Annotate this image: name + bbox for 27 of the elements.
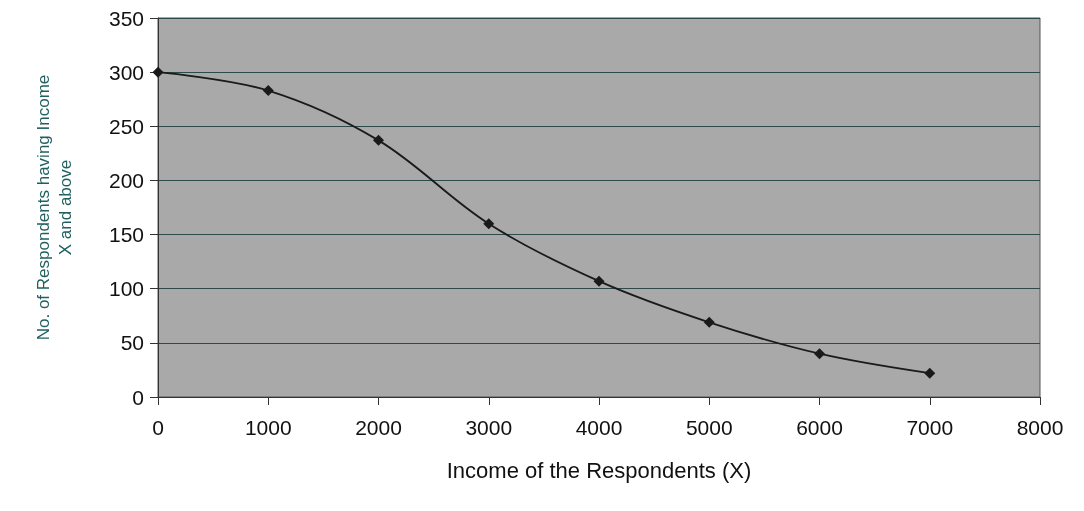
x-tick-label: 3000 <box>465 416 513 439</box>
y-tick-label: 200 <box>108 168 144 192</box>
point <box>152 66 164 78</box>
x-tick-label: 1000 <box>244 416 292 439</box>
point <box>483 218 495 230</box>
y-tick-label: 350 <box>108 6 144 30</box>
x-tick-label: 4000 <box>575 416 623 439</box>
x-tick-label: 7000 <box>906 416 954 439</box>
y-axis-title: No. of Respondents having Income X and above <box>33 74 75 341</box>
y-tick-label: 100 <box>108 277 144 301</box>
point <box>262 85 274 97</box>
x-tick-label: 0 <box>152 416 164 439</box>
x-tick-label: 2000 <box>355 416 402 439</box>
point <box>814 348 825 360</box>
x-tick-label: 5000 <box>685 416 733 439</box>
y-tick-label: 0 <box>132 385 144 409</box>
point <box>373 134 384 146</box>
point <box>593 275 605 287</box>
x-tick-label: 8000 <box>1016 416 1064 439</box>
x-axis-title: Income of the Respondents (X) <box>446 457 752 483</box>
point <box>924 367 936 379</box>
y-tick-label: 150 <box>108 223 144 247</box>
y-tick-label: 250 <box>108 114 144 138</box>
point <box>703 316 715 328</box>
y-tick-label: 300 <box>108 60 144 84</box>
x-tick-label: 6000 <box>796 416 843 439</box>
y-tick-label: 50 <box>120 331 144 355</box>
